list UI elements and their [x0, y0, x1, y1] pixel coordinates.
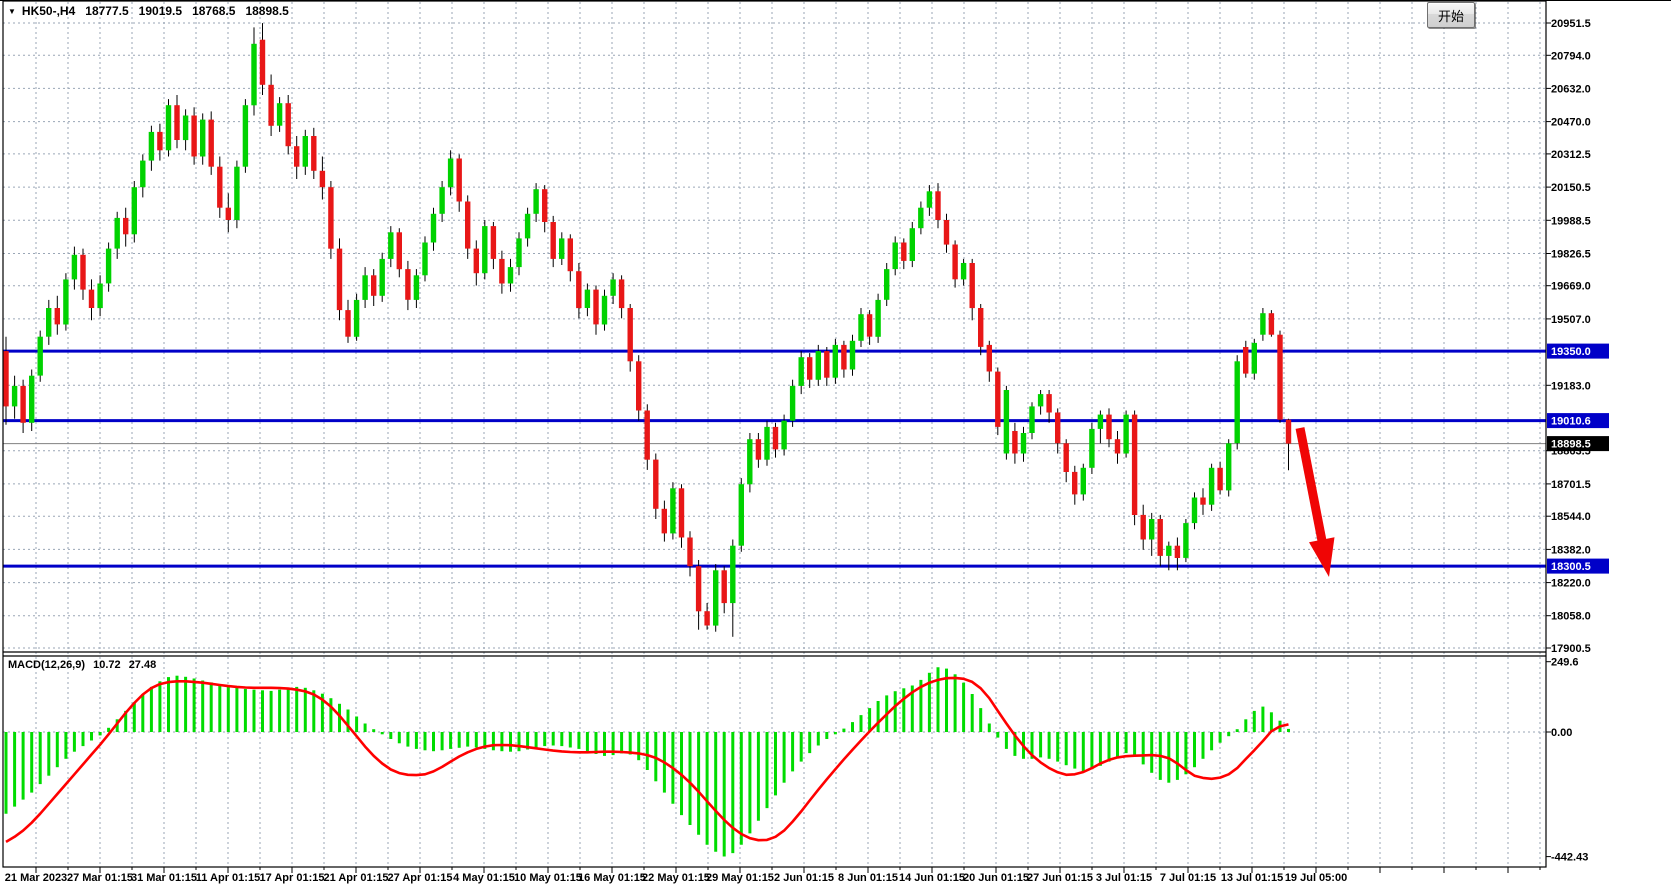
price-level-badges: 19350.0 19010.6 18300.5 18898.5	[1547, 343, 1609, 574]
svg-text:29 May 01:15: 29 May 01:15	[706, 872, 774, 884]
svg-text:21 Mar 2023: 21 Mar 2023	[5, 872, 67, 884]
macd-value: 10.72	[93, 659, 121, 671]
svg-text:19010.6: 19010.6	[1551, 416, 1591, 428]
svg-text:22 May 01:15: 22 May 01:15	[642, 872, 710, 884]
svg-text:4 May 01:15: 4 May 01:15	[453, 872, 515, 884]
ohlc-close: 18898.5	[245, 4, 289, 18]
macd-signal-value: 27.48	[128, 659, 157, 671]
svg-text:10 May 01:15: 10 May 01:15	[514, 872, 582, 884]
ohlc-high: 19019.5	[138, 4, 183, 18]
svg-text:19826.5: 19826.5	[1551, 249, 1591, 261]
svg-text:19 Jul 05:00: 19 Jul 05:00	[1285, 872, 1347, 884]
svg-text:19507.0: 19507.0	[1551, 314, 1591, 326]
ohlc-open: 18777.5	[85, 4, 129, 18]
svg-text:20312.5: 20312.5	[1551, 149, 1591, 161]
svg-text:18382.0: 18382.0	[1551, 544, 1591, 556]
svg-text:249.6: 249.6	[1551, 657, 1579, 669]
svg-text:13 Jul 01:15: 13 Jul 01:15	[1221, 872, 1283, 884]
ohlc-low: 18768.5	[192, 4, 236, 18]
svg-text:19183.0: 19183.0	[1551, 380, 1591, 392]
svg-text:20794.0: 20794.0	[1551, 50, 1591, 62]
candlestick-series	[3, 23, 1292, 637]
svg-text:20632.0: 20632.0	[1551, 83, 1591, 95]
svg-text:18220.0: 18220.0	[1551, 578, 1591, 590]
svg-text:17900.5: 17900.5	[1551, 643, 1591, 655]
svg-text:21 Apr 01:15: 21 Apr 01:15	[323, 872, 388, 884]
svg-text:16 May 01:15: 16 May 01:15	[578, 872, 646, 884]
svg-text:18300.5: 18300.5	[1551, 561, 1591, 573]
svg-text:17 Apr 01:15: 17 Apr 01:15	[259, 872, 324, 884]
svg-text:20 Jun 01:15: 20 Jun 01:15	[963, 872, 1029, 884]
macd-histogram	[4, 667, 1290, 857]
svg-text:20951.5: 20951.5	[1551, 18, 1591, 30]
svg-text:7 Jul 01:15: 7 Jul 01:15	[1160, 872, 1216, 884]
svg-text:18898.5: 18898.5	[1551, 439, 1591, 451]
svg-text:27 Apr 01:15: 27 Apr 01:15	[387, 872, 452, 884]
svg-text:18701.5: 18701.5	[1551, 479, 1591, 491]
svg-text:3 Jul 01:15: 3 Jul 01:15	[1096, 872, 1152, 884]
symbol-dropdown-icon[interactable]: ▼	[8, 6, 16, 16]
panel-separator	[3, 651, 1546, 657]
svg-text:0.00: 0.00	[1551, 727, 1572, 739]
svg-text:18544.0: 18544.0	[1551, 511, 1591, 523]
svg-text:31 Mar 01:15: 31 Mar 01:15	[131, 872, 197, 884]
svg-text:19988.5: 19988.5	[1551, 215, 1591, 227]
svg-text:-442.43: -442.43	[1551, 852, 1588, 864]
price-axis-labels[interactable]: 20951.5 20794.0 20632.0 20470.0 20312.5 20150…	[1546, 18, 1591, 864]
chart-border	[0, 0, 1671, 868]
svg-text:2 Jun 01:15: 2 Jun 01:15	[774, 872, 834, 884]
trend-down-arrow	[1295, 427, 1335, 577]
macd-signal-line	[5, 676, 1289, 844]
svg-text:8 Jun 01:15: 8 Jun 01:15	[838, 872, 898, 884]
macd-name: MACD(12,26,9)	[8, 659, 86, 671]
symbol-period-label: HK50-,H4	[21, 4, 76, 18]
start-button[interactable]: 开始	[1427, 2, 1475, 28]
svg-text:27 Mar 01:15: 27 Mar 01:15	[67, 872, 133, 884]
svg-text:18058.0: 18058.0	[1551, 611, 1591, 623]
svg-text:20150.5: 20150.5	[1551, 182, 1591, 194]
svg-text:27 Jun 01:15: 27 Jun 01:15	[1027, 872, 1093, 884]
svg-text:19669.0: 19669.0	[1551, 281, 1591, 293]
svg-text:20470.0: 20470.0	[1551, 117, 1591, 129]
macd-indicator-label: MACD(12,26,9) 10.72 27.48	[8, 659, 161, 671]
svg-text:19350.0: 19350.0	[1551, 346, 1591, 358]
svg-text:11 Apr 01:15: 11 Apr 01:15	[196, 872, 260, 884]
chart-header: ▼ HK50-,H4 18777.5 19019.5 18768.5 18898…	[8, 4, 289, 18]
svg-text:14 Jun 01:15: 14 Jun 01:15	[899, 872, 965, 884]
